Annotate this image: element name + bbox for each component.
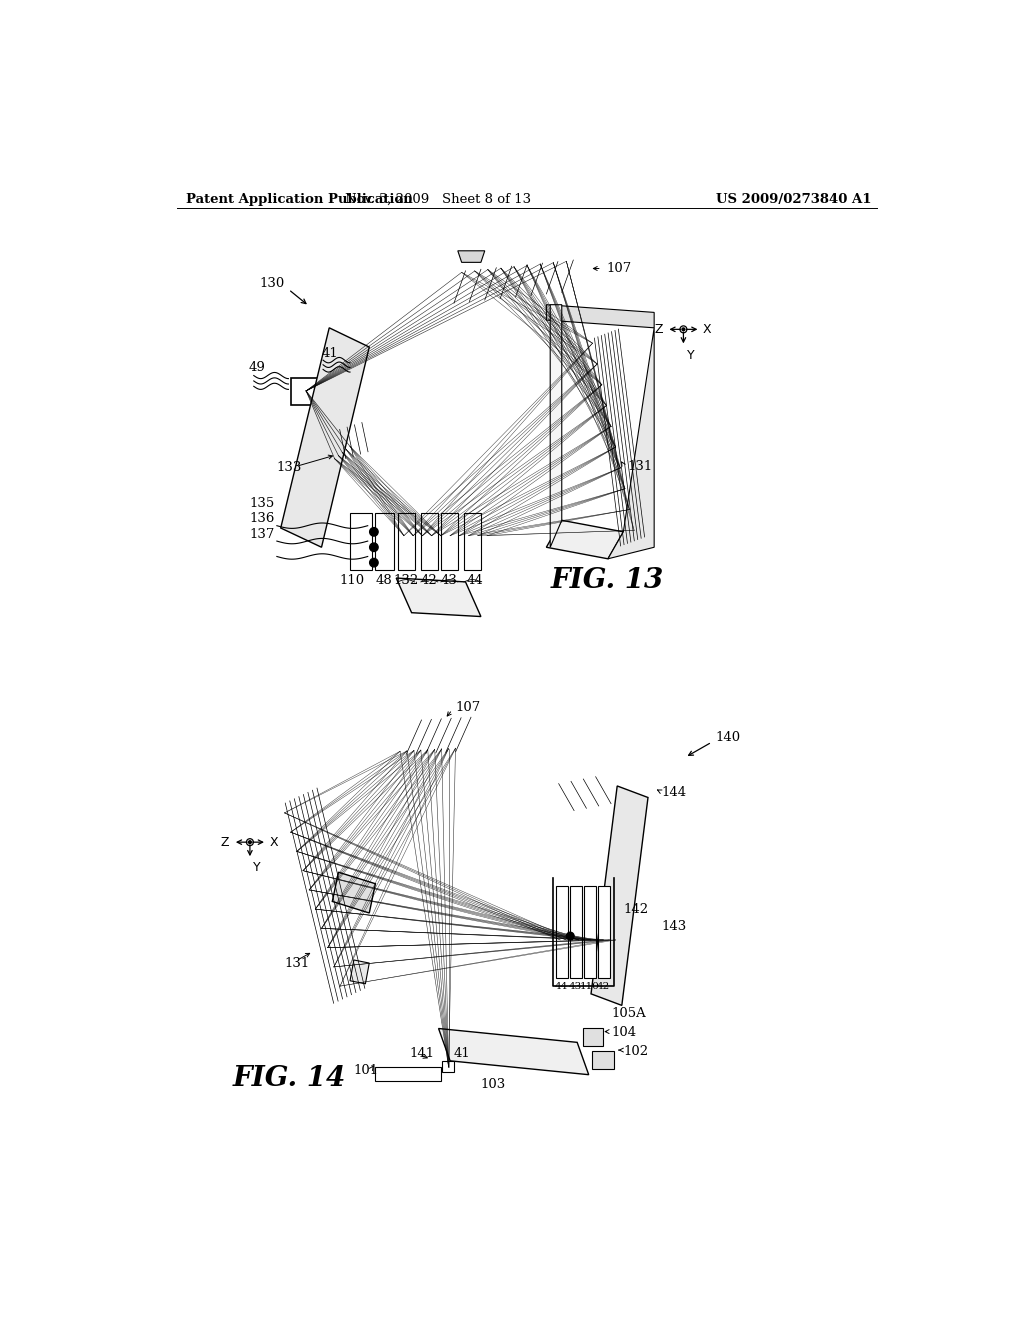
Text: 137: 137 (250, 528, 275, 541)
Bar (421, 512, 438, 570)
Text: Z: Z (220, 836, 229, 849)
Text: 141: 141 (410, 1047, 434, 1060)
Text: FIG. 13: FIG. 13 (550, 566, 664, 594)
Text: X: X (269, 836, 278, 849)
Circle shape (370, 558, 378, 566)
Circle shape (566, 932, 574, 940)
Text: 142: 142 (624, 903, 648, 916)
Text: 110: 110 (580, 982, 599, 991)
Bar (376, 1067, 441, 1081)
Text: 43: 43 (441, 574, 458, 587)
Text: Z: Z (654, 323, 663, 335)
Text: 44: 44 (466, 574, 483, 587)
Bar (441, 512, 458, 570)
Polygon shape (550, 305, 562, 548)
Text: 107: 107 (456, 701, 480, 714)
Polygon shape (591, 785, 648, 1006)
Bar (350, 512, 372, 570)
Text: 130: 130 (260, 277, 285, 289)
Text: 104: 104 (611, 1026, 637, 1039)
Text: 132: 132 (393, 574, 419, 587)
Text: 105A: 105A (611, 1007, 646, 1019)
Circle shape (682, 327, 685, 331)
Text: 42: 42 (421, 574, 437, 587)
Polygon shape (396, 578, 481, 616)
Text: 110: 110 (340, 574, 365, 587)
Bar (397, 512, 415, 570)
Polygon shape (547, 305, 654, 327)
Text: Nov. 5, 2009   Sheet 8 of 13: Nov. 5, 2009 Sheet 8 of 13 (345, 193, 531, 206)
Text: 144: 144 (662, 785, 687, 799)
FancyBboxPatch shape (592, 1051, 614, 1069)
Polygon shape (608, 327, 654, 558)
Bar (584, 886, 596, 978)
Text: 143: 143 (662, 920, 687, 933)
Text: 101: 101 (354, 1064, 379, 1077)
Text: 43: 43 (569, 982, 583, 991)
Bar (556, 886, 568, 978)
Text: 49: 49 (249, 362, 265, 375)
Circle shape (370, 543, 378, 552)
Text: 102: 102 (624, 1045, 648, 1059)
Text: 44: 44 (555, 982, 568, 991)
Polygon shape (281, 327, 370, 548)
Text: 107: 107 (606, 261, 632, 275)
Polygon shape (458, 251, 484, 263)
FancyBboxPatch shape (583, 1028, 603, 1045)
Text: 103: 103 (481, 1078, 506, 1092)
Text: X: X (702, 323, 712, 335)
Bar (375, 512, 394, 570)
Circle shape (249, 841, 251, 843)
Text: 131: 131 (628, 459, 652, 473)
Text: 41: 41 (454, 1047, 471, 1060)
Text: 41: 41 (322, 347, 338, 360)
Bar (570, 886, 582, 978)
Bar (598, 886, 609, 978)
Polygon shape (333, 873, 376, 913)
Circle shape (370, 528, 378, 536)
Text: Y: Y (253, 862, 261, 874)
Text: 140: 140 (716, 731, 741, 744)
Text: 135: 135 (250, 496, 275, 510)
Text: 133: 133 (276, 462, 302, 474)
Text: 136: 136 (250, 512, 275, 525)
Bar (442, 1061, 454, 1072)
Text: FIG. 14: FIG. 14 (233, 1065, 346, 1092)
Text: 131: 131 (285, 957, 310, 970)
Text: Patent Application Publication: Patent Application Publication (186, 193, 413, 206)
Text: US 2009/0273840 A1: US 2009/0273840 A1 (716, 193, 871, 206)
Polygon shape (350, 960, 370, 983)
Text: 48: 48 (376, 574, 392, 587)
Bar (291, 378, 322, 405)
Text: Y: Y (686, 348, 694, 362)
Polygon shape (438, 1028, 589, 1074)
Bar (464, 512, 481, 570)
Text: 42: 42 (597, 982, 610, 991)
Polygon shape (547, 520, 624, 558)
